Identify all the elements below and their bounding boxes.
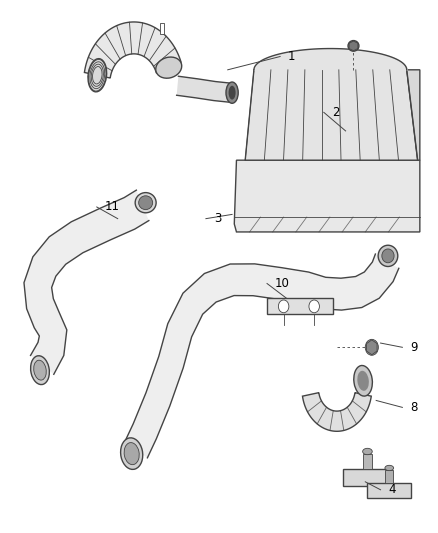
Polygon shape xyxy=(343,469,392,486)
Ellipse shape xyxy=(357,371,369,391)
Ellipse shape xyxy=(363,448,372,455)
Ellipse shape xyxy=(348,41,359,51)
Polygon shape xyxy=(234,160,420,232)
Ellipse shape xyxy=(139,196,152,209)
Polygon shape xyxy=(24,190,149,374)
Ellipse shape xyxy=(354,366,372,396)
Circle shape xyxy=(279,300,289,313)
Text: 9: 9 xyxy=(410,341,418,354)
Ellipse shape xyxy=(385,465,394,471)
Text: 10: 10 xyxy=(275,277,290,290)
Ellipse shape xyxy=(88,59,106,92)
Polygon shape xyxy=(367,340,377,355)
Ellipse shape xyxy=(382,249,394,263)
Polygon shape xyxy=(267,298,332,314)
Ellipse shape xyxy=(124,442,139,465)
Text: 4: 4 xyxy=(389,483,396,496)
Polygon shape xyxy=(177,76,230,102)
Polygon shape xyxy=(160,23,164,34)
Polygon shape xyxy=(85,22,181,78)
Ellipse shape xyxy=(135,192,156,213)
Ellipse shape xyxy=(31,356,49,385)
Polygon shape xyxy=(303,393,371,431)
Ellipse shape xyxy=(378,245,398,266)
Ellipse shape xyxy=(226,82,238,103)
Text: 8: 8 xyxy=(410,401,417,414)
Text: 3: 3 xyxy=(214,212,221,225)
Polygon shape xyxy=(407,70,420,160)
Ellipse shape xyxy=(34,360,46,380)
Ellipse shape xyxy=(120,438,143,470)
Polygon shape xyxy=(125,254,399,458)
Circle shape xyxy=(309,300,319,313)
Circle shape xyxy=(365,340,378,356)
Polygon shape xyxy=(349,41,358,51)
Text: 2: 2 xyxy=(332,106,339,119)
Polygon shape xyxy=(385,470,393,483)
Text: 1: 1 xyxy=(288,50,296,63)
Ellipse shape xyxy=(229,86,236,100)
Text: 11: 11 xyxy=(105,200,120,213)
Polygon shape xyxy=(367,483,411,498)
Ellipse shape xyxy=(156,57,182,78)
Polygon shape xyxy=(363,454,372,469)
Polygon shape xyxy=(245,70,418,160)
